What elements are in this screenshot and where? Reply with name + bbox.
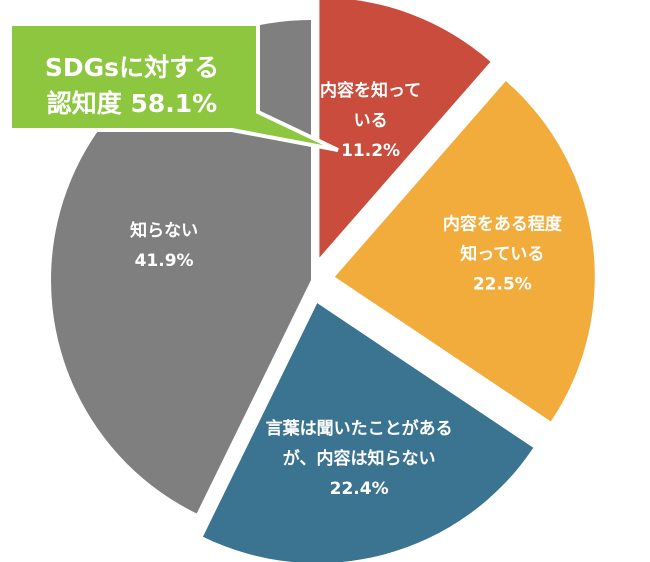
slice-3-label-line-1: 言葉は聞いたことがある (266, 418, 453, 439)
slice-2-label-line-2: 知っている (459, 244, 544, 265)
slice-3-label-line-2: が、内容は知らない (283, 448, 436, 469)
slice-1-value: 11.2% (341, 141, 400, 161)
slice-2-value: 22.5% (473, 275, 532, 295)
pie-slice-1 (319, 0, 491, 258)
callout-box (8, 22, 339, 152)
slice-1-label-line-1: 内容を知って (320, 80, 421, 101)
slice-2-label-line-1: 内容をある程度 (443, 214, 563, 235)
slice-3-value: 22.4% (330, 479, 389, 499)
slice-4-label-line-1: 知らない (129, 220, 198, 241)
slice-4-value: 41.9% (135, 251, 194, 271)
callout-line-2: 認知度 58.1% (47, 89, 217, 118)
pie-slice-2 (334, 81, 595, 422)
pie-slice-3 (202, 303, 534, 562)
awareness-callout: SDGsに対する 認知度 58.1% (8, 22, 339, 152)
pie-slice-4 (51, 20, 311, 514)
callout-line-1: SDGsに対する (45, 53, 219, 82)
pie-slices (51, 0, 595, 562)
slice-1-label-line-2: いる (354, 111, 388, 131)
